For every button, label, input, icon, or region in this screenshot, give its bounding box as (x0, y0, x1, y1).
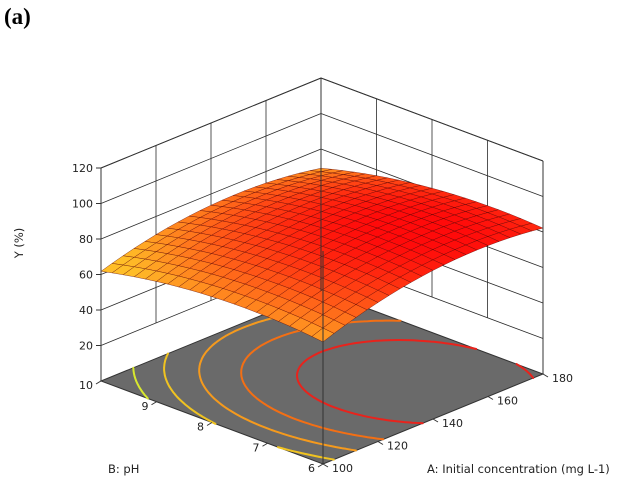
y-tick-label: 7 (253, 441, 260, 454)
frame-edge (100, 77, 322, 169)
y-tick-label: 10 (79, 379, 93, 392)
x-axis-label: A: Initial concentration (mg L-1) (427, 462, 610, 476)
z-tick-label: 120 (72, 162, 93, 175)
z-tick-label: 40 (79, 304, 93, 317)
y-tick-mark (206, 422, 213, 426)
y-tick-mark (262, 442, 268, 447)
x-tick-mark (377, 441, 384, 445)
response-surface (100, 168, 544, 343)
x-tick-label: 160 (497, 395, 518, 408)
panel-label: (a) (4, 4, 31, 29)
z-tick-label: 100 (72, 198, 93, 211)
y-axis-label: B: pH (108, 462, 139, 476)
frame-edge (320, 77, 544, 162)
tick-labels: 20 40 60 80 100 120 100 120 140 160 180 6 7 8 9 10 (72, 162, 573, 475)
x-tick-mark (542, 373, 549, 378)
contour-line (132, 366, 149, 400)
x-tick-label: 180 (552, 372, 573, 385)
z-tick-label: 60 (79, 269, 93, 282)
x-tick-label: 120 (387, 440, 408, 453)
y-tick-mark (151, 401, 157, 406)
x-tick-mark (432, 418, 439, 423)
y-tick-label: 9 (142, 400, 149, 413)
z-tick-label: 80 (79, 233, 93, 246)
x-tick-mark (322, 463, 329, 468)
y-tick-label: 6 (308, 462, 315, 475)
z-tick-label: 20 (79, 340, 93, 353)
contour-line (296, 339, 535, 425)
x-tick-label: 140 (442, 417, 463, 430)
y-tick-label: 8 (197, 421, 204, 434)
z-axis-label: Y (%) (12, 228, 26, 260)
x-tick-label: 100 (332, 462, 353, 475)
x-tick-mark (487, 396, 494, 400)
y-tick-mark (95, 380, 102, 385)
y-tick-mark (317, 463, 324, 468)
